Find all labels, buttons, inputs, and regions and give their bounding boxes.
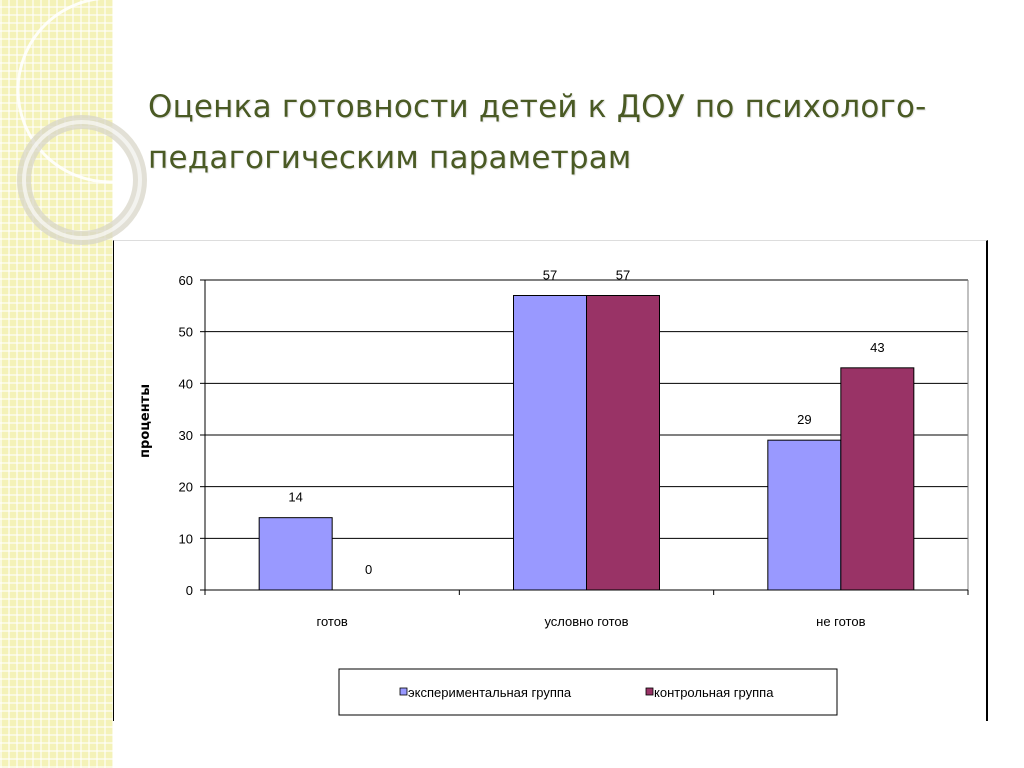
legend-box (338, 668, 838, 716)
bar-value-label: 57 (543, 268, 557, 283)
bar (767, 439, 842, 591)
bar-value-label: 0 (365, 562, 372, 577)
y-axis-label: проценты (138, 384, 153, 458)
y-tick-label: 0 (186, 583, 193, 598)
y-tick-labels: 0 10 20 30 40 50 60 (179, 273, 193, 598)
bar-value-labels: 14 0 57 57 29 43 (288, 268, 884, 578)
bar-value-label: 29 (797, 412, 811, 427)
legend-label: контрольная группа (654, 685, 774, 700)
y-tick-label: 60 (179, 273, 193, 288)
category-label: не готов (816, 614, 865, 629)
category-labels: готов условно готов не готов (316, 614, 865, 629)
bar (258, 517, 333, 591)
y-tick-label: 20 (179, 480, 193, 495)
category-label: готов (316, 614, 347, 629)
decorative-rings (16, 0, 204, 245)
bar-value-label: 57 (616, 268, 630, 283)
y-tick-label: 50 (179, 325, 193, 340)
y-tick-label: 30 (179, 428, 193, 443)
bar (840, 367, 915, 591)
bars (258, 295, 915, 591)
bar-value-label: 14 (288, 490, 302, 505)
bar (513, 295, 587, 591)
legend-swatch (399, 687, 408, 696)
legend-label: экспериментальная группа (408, 685, 572, 700)
bar-value-label: 43 (870, 340, 884, 355)
slide-title: Оценка готовности детей к ДОУ по психоло… (148, 89, 927, 176)
chart-legend: экспериментальная группа контрольная груп… (338, 668, 838, 716)
bar (586, 295, 660, 591)
y-tick-label: 10 (179, 531, 193, 546)
y-tick-label: 40 (179, 376, 193, 391)
legend-swatch (645, 687, 654, 696)
category-label: условно готов (544, 614, 628, 629)
